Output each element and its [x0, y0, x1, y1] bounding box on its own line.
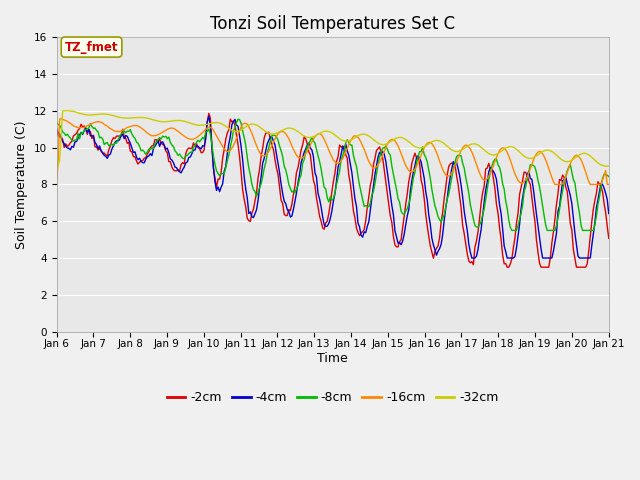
-2cm: [52, 126, 60, 132]
-8cm: [577, 223, 585, 228]
-4cm: [605, 211, 612, 216]
-16cm: [219, 144, 227, 149]
-32cm: [237, 127, 245, 133]
-4cm: [237, 144, 245, 150]
-2cm: [120, 133, 128, 139]
-2cm: [219, 155, 227, 161]
-16cm: [296, 155, 303, 161]
-32cm: [62, 108, 70, 114]
Line: -16cm: -16cm: [56, 119, 609, 184]
-8cm: [120, 128, 128, 134]
-4cm: [120, 136, 128, 142]
-4cm: [205, 113, 212, 119]
Line: -4cm: -4cm: [56, 116, 609, 258]
-16cm: [56, 116, 63, 122]
-4cm: [468, 255, 476, 261]
X-axis label: Time: Time: [317, 352, 348, 365]
Line: -2cm: -2cm: [56, 113, 609, 267]
-2cm: [605, 235, 612, 241]
-2cm: [577, 264, 585, 270]
-4cm: [577, 255, 585, 261]
-2cm: [504, 264, 511, 270]
Line: -32cm: -32cm: [56, 111, 609, 166]
-4cm: [246, 209, 254, 215]
-16cm: [246, 127, 254, 132]
-32cm: [246, 121, 254, 127]
-16cm: [122, 125, 129, 131]
Y-axis label: Soil Temperature (C): Soil Temperature (C): [15, 120, 28, 249]
-2cm: [246, 218, 254, 224]
-2cm: [237, 170, 245, 176]
-8cm: [508, 228, 516, 233]
-8cm: [234, 116, 242, 122]
-16cm: [237, 124, 245, 130]
-8cm: [605, 174, 612, 180]
-32cm: [605, 163, 612, 169]
-32cm: [219, 121, 227, 127]
-8cm: [246, 172, 254, 178]
-32cm: [52, 163, 60, 169]
-2cm: [296, 156, 303, 162]
-4cm: [219, 181, 227, 187]
-32cm: [122, 115, 129, 121]
-8cm: [217, 171, 225, 177]
Legend: -2cm, -4cm, -8cm, -16cm, -32cm: -2cm, -4cm, -8cm, -16cm, -32cm: [161, 386, 504, 409]
Title: Tonzi Soil Temperatures Set C: Tonzi Soil Temperatures Set C: [210, 15, 455, 33]
Line: -8cm: -8cm: [56, 119, 609, 230]
-16cm: [52, 181, 60, 187]
-16cm: [576, 155, 584, 160]
-32cm: [576, 152, 584, 157]
-8cm: [52, 120, 60, 126]
-4cm: [52, 126, 60, 132]
-2cm: [205, 110, 212, 116]
-8cm: [237, 120, 245, 126]
-32cm: [296, 130, 303, 136]
-8cm: [296, 176, 303, 181]
Text: TZ_fmet: TZ_fmet: [65, 41, 118, 54]
-16cm: [605, 181, 612, 187]
-4cm: [296, 172, 303, 178]
